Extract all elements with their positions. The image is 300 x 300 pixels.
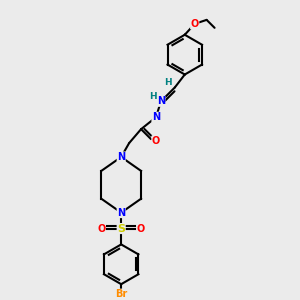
Text: O: O [137, 224, 145, 233]
Text: S: S [117, 224, 125, 233]
Text: O: O [190, 19, 199, 29]
Text: Br: Br [115, 289, 127, 299]
Text: N: N [152, 112, 160, 122]
Text: H: H [149, 92, 157, 101]
Text: N: N [117, 208, 125, 218]
Text: N: N [117, 152, 125, 162]
Text: O: O [152, 136, 160, 146]
Text: O: O [97, 224, 105, 233]
Text: H: H [164, 78, 172, 87]
Text: N: N [157, 96, 165, 106]
